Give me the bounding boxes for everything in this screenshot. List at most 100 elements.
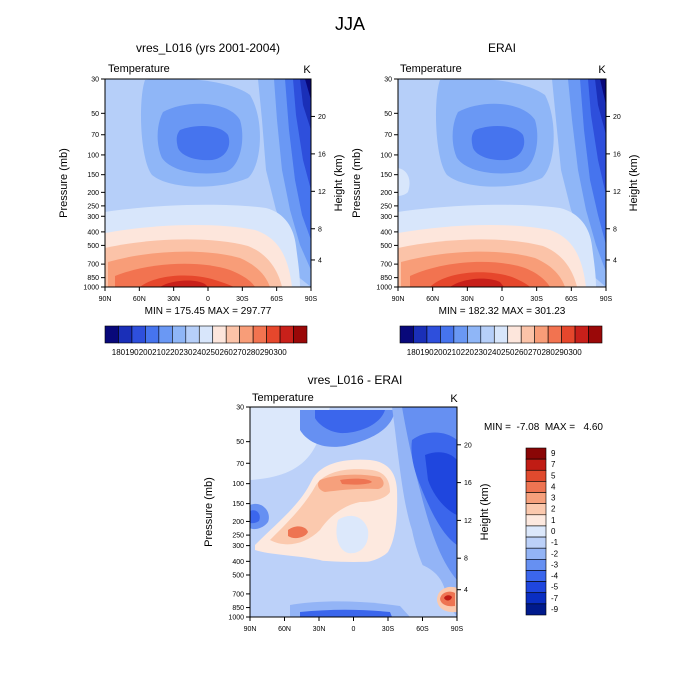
colorbar-swatch <box>440 325 455 344</box>
x-tick-label: 30S <box>530 296 543 303</box>
y-tick-label: 300 <box>87 214 99 221</box>
panel-obs-stats: MIN = 182.32 MAX = 301.23 <box>439 306 566 317</box>
panel-obs-axes: 30 50 70 100 150 200 250 300 400 500 700 850 1000 20 1… <box>351 77 640 304</box>
colorbar-label: 290 <box>555 348 569 357</box>
colorbar-swatch <box>172 325 187 344</box>
panel-obs-units: K <box>598 64 606 76</box>
colorbar-label: 200 <box>139 348 153 357</box>
colorbar-swatch <box>212 325 227 344</box>
colorbar-label: 280 <box>541 348 555 357</box>
colorbar-swatch <box>525 570 547 582</box>
x-tick-label: 30N <box>167 296 180 303</box>
y2-tick-label: 16 <box>464 480 472 487</box>
colorbar-label: 190 <box>420 348 434 357</box>
colorbar-label: 300 <box>273 348 287 357</box>
y-axis-label: Pressure (mb) <box>58 148 70 218</box>
colorbar-swatch <box>525 592 547 605</box>
y-tick-label: 850 <box>232 605 244 612</box>
panel-obs: ERAI Temperature K 305070100150200250300… <box>351 41 640 317</box>
colorbar-swatch <box>118 325 133 344</box>
x-tick-label: 0 <box>352 626 356 633</box>
y2-tick-label: 20 <box>464 442 472 449</box>
colorbar-label: 230 <box>474 348 488 357</box>
y-tick-label: 850 <box>380 275 392 282</box>
colorbar-swatch <box>547 325 562 344</box>
y-tick-label: 250 <box>380 203 392 210</box>
contour-fill <box>600 79 606 105</box>
colorbar-swatch <box>467 325 482 344</box>
colorbar-swatch <box>525 525 547 538</box>
colorbar-obs: 180 190 200 210 220 230 240 250 260 270 280 290 300 <box>399 325 603 357</box>
y-tick-label: 500 <box>232 573 244 580</box>
x-tick-label: 30N <box>313 626 326 633</box>
contour-fill <box>250 550 445 617</box>
contour-fill <box>300 79 311 130</box>
x-tick-label: 90S <box>451 626 464 633</box>
contour-fill <box>315 410 385 434</box>
x-tick-label: 60S <box>565 296 578 303</box>
colorbar-model: 180 190 200 210 220 230 240 250 260 270 280 290 300 <box>104 325 308 357</box>
colorbar-label: 280 <box>246 348 260 357</box>
y-tick-label: 30 <box>91 77 99 84</box>
y-axis-label: Pressure (mb) <box>351 148 363 218</box>
panel-diff-units: K <box>450 393 458 405</box>
colorbar-swatch <box>104 325 119 344</box>
y-tick-label: 250 <box>232 533 244 540</box>
colorbar-swatch <box>185 325 200 344</box>
y2-tick-label: 20 <box>318 114 326 121</box>
colorbar-label: 220 <box>461 348 475 357</box>
colorbar-label: 220 <box>166 348 180 357</box>
colorbar-label: 9 <box>551 449 556 458</box>
colorbar-swatch <box>525 547 547 560</box>
panel-diff-title: vres_L016 - ERAI <box>308 373 403 387</box>
y2-tick-label: 4 <box>464 587 468 594</box>
y2-tick-label: 20 <box>613 114 621 121</box>
x-tick-label: 90N <box>244 626 257 633</box>
x-tick-label: 60S <box>270 296 283 303</box>
y-tick-label: 70 <box>384 132 392 139</box>
colorbar-label: 250 <box>206 348 220 357</box>
contour-fill <box>115 263 255 287</box>
colorbar-label: 270 <box>233 348 247 357</box>
y-tick-label: 100 <box>87 152 99 159</box>
colorbar-label: -7 <box>551 594 559 603</box>
contour-fill <box>398 168 410 196</box>
colorbar-label: 0 <box>551 527 556 536</box>
contour-fill <box>250 510 260 524</box>
x-tick-label: 90S <box>305 296 318 303</box>
y-tick-label: 30 <box>384 77 392 84</box>
y2-tick-label: 12 <box>613 189 621 196</box>
colorbar-label: 260 <box>515 348 529 357</box>
panel-model-stats: MIN = 175.45 MAX = 297.77 <box>145 306 272 317</box>
y-tick-label: 700 <box>232 591 244 598</box>
colorbar-swatch <box>426 325 441 344</box>
y-tick-label: 150 <box>380 172 392 179</box>
colorbar-label: 210 <box>447 348 461 357</box>
colorbar-swatch <box>534 325 549 344</box>
colorbar-swatch <box>493 325 509 344</box>
x-tick-label: 60N <box>278 626 291 633</box>
colorbar-label: 2 <box>551 505 556 514</box>
panel-obs-left-label: Temperature <box>400 63 462 75</box>
colorbar-swatch <box>266 325 281 344</box>
colorbar-label: 1 <box>551 516 556 525</box>
y-tick-label: 30 <box>236 405 244 412</box>
y-tick-label: 50 <box>384 111 392 118</box>
contour-fill <box>305 79 311 100</box>
y-tick-label: 400 <box>380 229 392 236</box>
colorbar-diff: 9 7 5 4 3 2 1 0 -1 -2 -3 -4 -5 -7 -9 <box>525 447 559 616</box>
colorbar-label: 260 <box>220 348 234 357</box>
panel-model-units: K <box>303 64 311 76</box>
y-tick-label: 700 <box>87 262 99 269</box>
colorbar-swatch <box>525 514 547 527</box>
contour-fill <box>160 280 208 287</box>
x-tick-label: 0 <box>500 296 504 303</box>
colorbar-label: 5 <box>551 471 556 480</box>
colorbar-swatch <box>520 325 535 344</box>
y-tick-label: 1000 <box>83 285 99 292</box>
colorbar-label: -2 <box>551 549 559 558</box>
colorbar-swatch <box>525 603 547 616</box>
colorbar-swatch <box>239 325 254 344</box>
x-tick-label: 90N <box>392 296 405 303</box>
